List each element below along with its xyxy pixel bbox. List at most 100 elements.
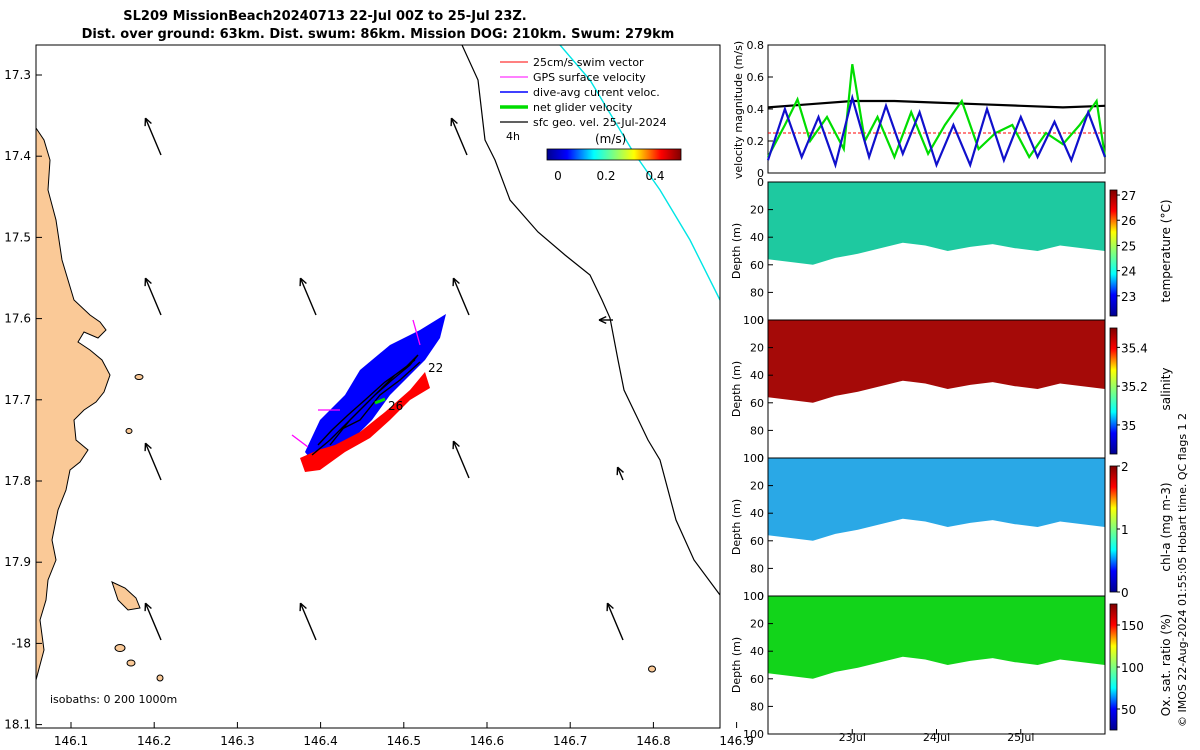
speed-colorbar: 0 0.2 0.4 (546, 148, 682, 183)
time-tick-label: 25Jul (1007, 731, 1034, 744)
section-panel-2: 0 20 40 60 80 100 Depth (m) 35.4 35.2 35 salinity (730, 314, 1173, 465)
map-y-tick-label: 17.9 (4, 555, 31, 569)
colorbar-label: chl-a (mg m-3) (1159, 482, 1173, 571)
isobath-200m (559, 45, 720, 301)
velocity-y-tick-label: 0 (757, 167, 764, 180)
map-x-tick-label: 146.9 (719, 734, 753, 748)
colorbar-tick-label: 0 (1121, 586, 1129, 600)
section-y-tick-label: 80 (750, 562, 764, 575)
section-y-tick-label: 20 (750, 342, 764, 355)
legend-dive: dive-avg current veloc. (533, 86, 660, 99)
colorbar-tick-label: 26 (1121, 214, 1136, 228)
sfc-arrow (299, 602, 317, 641)
velocity-y-tick-label: 0.6 (747, 71, 765, 84)
colorbar-label: temperature (°C) (1159, 200, 1173, 303)
land-islet (125, 428, 133, 434)
section-y-tick-label: 60 (750, 259, 764, 272)
colorbar-label: Ox. sat. ratio (%) (1159, 614, 1173, 716)
time-axis: 23Jul 24Jul 25Jul (839, 729, 1034, 744)
section-y-tick-label: 80 (750, 424, 764, 437)
land-islet (648, 665, 656, 673)
section-y-tick-label: 0 (757, 590, 764, 603)
sfc-arrow-head (299, 602, 307, 612)
isobath-1000m (461, 45, 720, 596)
time-tick-label: 24Jul (923, 731, 950, 744)
map-x-tick-label: 146.8 (636, 734, 670, 748)
title-line-2: Dist. over ground: 63km. Dist. swum: 86k… (82, 27, 675, 42)
colorbar-tick-label: 2 (1121, 460, 1129, 474)
sfc-arrow-head (452, 277, 460, 287)
sfc-arrow (144, 442, 162, 481)
section-colorbar (1109, 327, 1118, 455)
colorbar-tick-label: 35 (1121, 419, 1136, 433)
velocity-panel: 0 0.2 0.4 0.6 0.8 velocity magnitude (m/s) (732, 39, 1107, 180)
section-y-tick-label: 60 (750, 673, 764, 686)
map-x-tick-label: 146.5 (387, 734, 421, 748)
map-x-tick-label: 146.7 (553, 734, 587, 748)
sfc-arrow-head (299, 277, 307, 287)
section-ylabel: Depth (m) (730, 223, 743, 279)
sfc-arrow (144, 277, 162, 316)
velocity-series-sfc-geo-vel- (767, 99, 1106, 109)
sfc-arrow-head (616, 466, 624, 476)
glider-track: 22 26 (291, 314, 446, 472)
sfc-arrow-head (452, 440, 460, 450)
section-colorbar (1109, 189, 1118, 317)
map-x-axis: 146.1 146.2 146.3 146.4 146.5 146.6 146.7 146.8… (54, 722, 754, 748)
section-y-tick-label: 20 (750, 480, 764, 493)
land-islet (134, 374, 144, 380)
map-y-tick-label: 17.5 (4, 230, 31, 244)
velocity-series-dive-avg-current-veloc- (766, 93, 1107, 169)
section-panel-4: 0 20 40 60 80 100 Depth (m) 150 100 50 Ox. sat. ra… (730, 590, 1173, 741)
map-y-axis: 17.3 17.4 17.5 17.6 17.7 17.8 17.9 -18 18.1 (4, 68, 42, 732)
sfc-arrow (144, 117, 162, 156)
dive-current-vectors (305, 314, 446, 465)
velocity-y-tick-label: 0.8 (747, 39, 765, 52)
section-ylabel: Depth (m) (730, 499, 743, 555)
day-label-26: 26 (388, 399, 403, 413)
section-y-tick-label: 20 (750, 204, 764, 217)
section-y-tick-label: 40 (750, 369, 764, 382)
section-y-tick-label: 0 (757, 452, 764, 465)
sfc-arrow (144, 602, 162, 641)
sfc-arrow-head (144, 602, 152, 612)
section-y-tick-label: 80 (750, 286, 764, 299)
velocity-y-tick-label: 0.2 (747, 135, 765, 148)
legend-sfc: sfc geo. vel. 25-Jul-2024 (533, 116, 667, 129)
sfc-arrow-head (606, 602, 614, 612)
gps-vector (412, 319, 421, 346)
section-data-fill (768, 458, 1105, 541)
map-x-tick-label: 146.4 (303, 734, 337, 748)
section-panel-1: 0 20 40 60 80 100 Depth (m) 27 26 25 24 23 temperatu… (730, 176, 1173, 327)
legend-gps: GPS surface velocity (533, 71, 646, 84)
colorbar-tick-label: 1 (1121, 523, 1129, 537)
section-ylabel: Depth (m) (730, 637, 743, 693)
section-y-tick-label: 40 (750, 231, 764, 244)
section-data-fill (768, 182, 1105, 265)
legend-net: net glider velocity (533, 101, 633, 114)
colorbar-units: (m/s) (595, 132, 626, 146)
net-velocity (374, 397, 386, 405)
map-y-tick-label: 17.7 (4, 393, 31, 407)
map-y-tick-label: 18.1 (4, 718, 31, 732)
legend-timestep: 4h (506, 130, 520, 143)
legend-swim: 25cm/s swim vector (533, 56, 644, 69)
section-ylabel: Depth (m) (730, 361, 743, 417)
section-y-tick-label: 0 (757, 176, 764, 189)
colorbar-tick-2: 0.4 (645, 169, 664, 183)
map-x-tick-label: 146.3 (220, 734, 254, 748)
sfc-arrow (299, 277, 317, 316)
colorbar-tick-label: 35.4 (1121, 341, 1148, 355)
colorbar-tick-label: 25 (1121, 239, 1136, 253)
credit-text: © IMOS 22-Aug-2024 01:55:05 Hobart time.… (1176, 413, 1189, 727)
map-x-tick-label: 146.6 (470, 734, 504, 748)
map-x-tick-label: 146.1 (54, 734, 88, 748)
colorbar-tick-label: 50 (1121, 703, 1136, 717)
map-frame (35, 44, 721, 729)
colorbar-label: salinity (1159, 367, 1173, 410)
section-y-tick-label: 80 (750, 700, 764, 713)
map-legend: 25cm/s swim vector GPS surface velocity … (500, 56, 667, 146)
map-y-tick-label: 17.6 (4, 312, 31, 326)
colorbar-tick-label: 150 (1121, 619, 1144, 633)
